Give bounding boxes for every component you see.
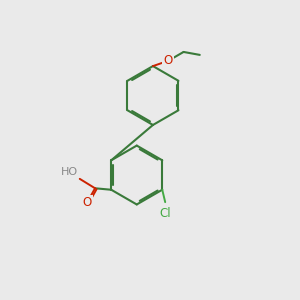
Text: Cl: Cl [159, 207, 171, 220]
Text: HO: HO [61, 167, 78, 177]
Text: O: O [82, 196, 92, 209]
Text: O: O [164, 54, 173, 67]
